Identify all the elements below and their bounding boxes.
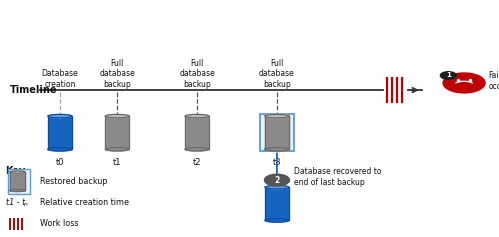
Ellipse shape [9, 189, 25, 191]
Bar [265, 187, 289, 220]
Ellipse shape [185, 148, 209, 151]
Text: t1 - t: t1 - t [6, 198, 26, 207]
Circle shape [441, 72, 456, 79]
Text: Timeline: Timeline [10, 85, 57, 95]
Ellipse shape [105, 114, 129, 118]
Ellipse shape [185, 114, 209, 118]
Text: Full
database
backup: Full database backup [99, 59, 135, 89]
Text: t3: t3 [272, 158, 281, 167]
FancyBboxPatch shape [260, 114, 293, 151]
Circle shape [264, 174, 289, 186]
Text: t1: t1 [113, 158, 122, 167]
Bar [105, 116, 129, 149]
Text: Failure
occurs: Failure occurs [488, 71, 499, 91]
Text: Full
database
backup: Full database backup [259, 59, 295, 89]
Ellipse shape [9, 189, 25, 191]
Text: Key: Key [5, 166, 25, 176]
Ellipse shape [48, 148, 72, 151]
Ellipse shape [9, 171, 25, 173]
FancyBboxPatch shape [8, 169, 30, 194]
Text: t0: t0 [55, 158, 64, 167]
Circle shape [443, 73, 485, 93]
Ellipse shape [48, 114, 72, 118]
Bar [265, 116, 289, 149]
Text: Work loss: Work loss [40, 219, 78, 228]
Ellipse shape [265, 114, 289, 118]
Ellipse shape [265, 186, 289, 189]
Text: 2: 2 [274, 176, 279, 185]
Ellipse shape [265, 148, 289, 151]
Text: Restored backup: Restored backup [40, 177, 107, 186]
Text: n: n [24, 202, 28, 207]
Text: Full
database
backup: Full database backup [179, 59, 215, 89]
Ellipse shape [9, 171, 25, 173]
Ellipse shape [265, 114, 289, 118]
Text: Database recovered to
end of last backup: Database recovered to end of last backup [294, 167, 382, 187]
Text: t2: t2 [193, 158, 202, 167]
Bar [9, 172, 25, 191]
Bar [48, 116, 72, 149]
Bar [185, 116, 209, 149]
Text: 1: 1 [446, 73, 451, 78]
Bar [9, 172, 25, 191]
Ellipse shape [265, 148, 289, 151]
Ellipse shape [105, 148, 129, 151]
Bar [265, 116, 289, 149]
Text: Relative creation time: Relative creation time [40, 198, 129, 207]
Text: Database
creation: Database creation [41, 69, 78, 89]
Ellipse shape [265, 219, 289, 222]
